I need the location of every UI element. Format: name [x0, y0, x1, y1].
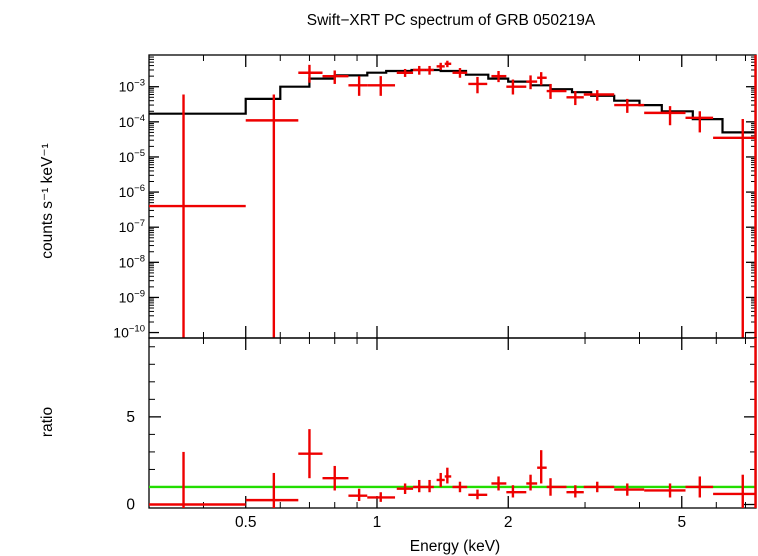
- spectrum-data-point: [425, 65, 434, 75]
- spectrum-y-tick-label: 10−4: [119, 113, 145, 130]
- ratio-data-point: [506, 485, 527, 498]
- ratio-frame: [148, 337, 757, 509]
- spectrum-data-point: [491, 71, 507, 83]
- spectrum-data-point: [546, 83, 567, 99]
- spectrum-data-point: [322, 70, 349, 84]
- ratio-data-point: [436, 472, 445, 487]
- spectrum-data-point: [436, 62, 445, 70]
- ratio-y-tick-label: 5: [126, 409, 135, 426]
- spectrum-data-point: [245, 94, 299, 338]
- ratio-data-point: [546, 478, 567, 496]
- ratio-data-point: [583, 481, 615, 493]
- spectrum-data-point: [452, 68, 468, 78]
- spectrum-data-point: [367, 76, 396, 96]
- ratio-data-point: [367, 492, 396, 502]
- ratio-data-point: [396, 483, 414, 494]
- spectrum-data-point: [644, 106, 686, 126]
- spectrum-data-point: [537, 72, 547, 86]
- ratio-y-tick-label: 0: [126, 496, 135, 513]
- x-axis-label: Energy (keV): [410, 538, 500, 555]
- ratio-data-point: [614, 483, 645, 496]
- spectrum-data-point: [348, 76, 368, 96]
- spectrum-data-point: [468, 76, 488, 94]
- x-tick-label: 5: [677, 514, 686, 531]
- spectrum-panel: 10−3 10−4 10−5 10−6 10−7 10−8 10−9 10−10: [113, 54, 757, 341]
- spectrum-frame: [148, 54, 757, 339]
- ratio-data-point: [644, 483, 686, 498]
- ratio-data-point: [537, 450, 547, 484]
- ratio-data-point: [322, 465, 349, 491]
- ratio-data-point: [468, 489, 488, 500]
- spectrum-data-point: [444, 60, 452, 68]
- spectrum-y-tick-label: 10−8: [119, 253, 145, 270]
- ratio-data-point: [444, 467, 452, 484]
- spectrum-y-tick-label: 10−7: [119, 218, 145, 235]
- spectrum-y-tick-label: 10−6: [119, 183, 145, 200]
- ratio-data-point: [348, 488, 368, 501]
- spectrum-data-point: [149, 94, 246, 338]
- spectrum-data-point: [413, 65, 426, 75]
- spectrum-data-point: [713, 119, 755, 338]
- ratio-panel: 0.5 1 2 5 0 5: [126, 337, 757, 531]
- ratio-data-point: [685, 476, 714, 498]
- spectrum-data-point: [614, 98, 645, 113]
- model-step-line: [149, 68, 756, 134]
- ratio-data-point: [526, 474, 538, 491]
- ratio-data-point: [298, 429, 323, 479]
- ratio-data-point: [754, 338, 757, 508]
- ratio-data-point: [713, 474, 755, 508]
- spectrum-data-point: [566, 91, 584, 106]
- chart-title: Swift−XRT PC spectrum of GRB 050219A: [307, 12, 596, 29]
- x-tick-label: 0.5: [235, 514, 257, 531]
- x-tick-label: 1: [373, 514, 382, 531]
- ratio-data-point: [566, 485, 584, 498]
- spectrum-data-point: [754, 55, 757, 338]
- spectrum-data-point: [396, 68, 414, 77]
- spectrum-y-tick-label: 10−3: [119, 78, 145, 95]
- ratio-data-point: [452, 481, 468, 493]
- spectrum-data-point: [685, 111, 714, 133]
- ratio-data-point: [425, 479, 434, 493]
- spectrum-y-tick-label: 10−9: [119, 288, 145, 305]
- ratio-data-point: [491, 476, 507, 491]
- spectrum-data-point: [506, 79, 527, 95]
- spectrum-data-point: [526, 75, 538, 90]
- ratio-data-point: [413, 479, 426, 493]
- y-axis-label-ratio: ratio: [39, 407, 56, 437]
- ratio-data-point: [149, 451, 246, 508]
- spectrum-y-tick-label: 10−5: [119, 148, 145, 165]
- ratio-data-point: [245, 472, 299, 508]
- spectrum-y-tick-label: 10−10: [113, 324, 145, 341]
- spectrum-data-point: [298, 64, 323, 83]
- y-axis-label-counts: counts s⁻¹ keV⁻¹: [39, 143, 56, 258]
- spectrum-data-point: [583, 90, 615, 101]
- x-tick-label: 2: [504, 514, 513, 531]
